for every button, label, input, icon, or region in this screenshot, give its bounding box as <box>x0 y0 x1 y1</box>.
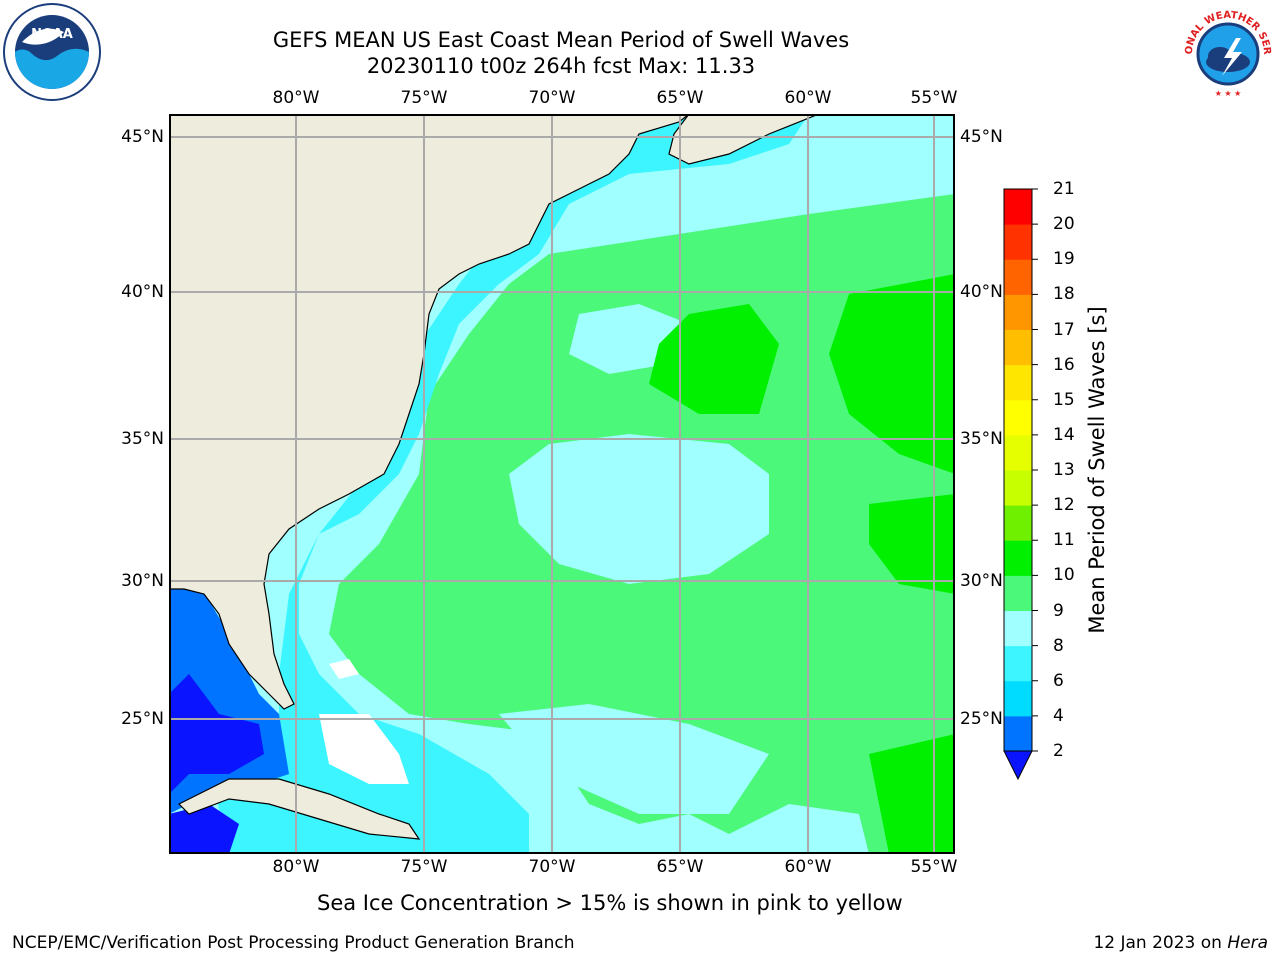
colorbar-tick-label: 14 <box>1053 424 1075 445</box>
colorbar-segment <box>1004 575 1032 611</box>
map-title: GEFS MEAN US East Coast Mean Period of S… <box>272 28 850 52</box>
lat-label-right: 35°N <box>960 429 1003 449</box>
colorbar-tick-label: 15 <box>1053 389 1075 410</box>
colorbar <box>1003 188 1038 781</box>
lon-label-bottom: 70°W <box>528 857 576 877</box>
lat-label-right: 40°N <box>960 282 1003 302</box>
colorbar-segment <box>1004 259 1032 295</box>
swell-region-under-2s <box>169 804 239 854</box>
map-gridlines <box>169 114 955 854</box>
colorbar-segment <box>1004 470 1032 506</box>
lat-label-right: 45°N <box>960 127 1003 147</box>
colorbar-underflow-triangle <box>1003 750 1033 781</box>
lat-label-left: 25°N <box>121 709 164 729</box>
colorbar-segment <box>1004 505 1032 541</box>
noaa-logo: NOAA <box>3 3 101 101</box>
swell-period-map <box>169 114 955 854</box>
lon-label-bottom: 60°W <box>784 857 832 877</box>
colorbar-segment <box>1004 610 1032 647</box>
colorbar-segment <box>1004 294 1032 330</box>
colorbar-tick-label: 21 <box>1053 179 1075 199</box>
lat-label-left: 40°N <box>121 282 164 302</box>
bahamas-bank <box>319 714 409 784</box>
lon-label-top: 65°W <box>656 88 704 108</box>
colorbar-tick-label: 9 <box>1053 600 1064 621</box>
lon-label-bottom: 80°W <box>272 857 320 877</box>
lat-label-left: 45°N <box>121 127 164 147</box>
colorbar-tick-label: 13 <box>1053 460 1075 480</box>
colorbar-segment <box>1004 715 1032 752</box>
colorbar-tick-label: 6 <box>1053 670 1064 691</box>
land-north-america <box>169 114 690 710</box>
colorbar-segment <box>1004 329 1032 366</box>
date-text: 12 Jan 2023 on <box>1093 933 1228 953</box>
map-frame <box>169 114 955 854</box>
lon-label-bottom: 65°W <box>656 857 704 877</box>
colorbar-segment <box>1004 645 1032 682</box>
lon-label-top: 60°W <box>784 88 832 108</box>
sea-ice-footnote: Sea Ice Concentration > 15% is shown in … <box>317 891 903 915</box>
lon-label-top: 70°W <box>528 88 576 108</box>
colorbar-tick-label: 8 <box>1053 635 1064 656</box>
colorbar-segment <box>1004 680 1032 717</box>
colorbar-segment <box>1004 399 1032 436</box>
colorbar-tick-label: 11 <box>1053 530 1075 551</box>
colorbar-tick-label: 19 <box>1053 249 1075 270</box>
generation-date: 12 Jan 2023 on Hera <box>1093 933 1268 953</box>
colorbar-segment <box>1004 434 1032 471</box>
colorbar-tick-label: 2 <box>1053 741 1064 761</box>
svg-text:★ ★ ★: ★ ★ ★ <box>1215 89 1242 98</box>
lat-label-right: 25°N <box>960 709 1003 729</box>
lon-label-bottom: 75°W <box>400 857 448 877</box>
colorbar-tick-label: 16 <box>1053 354 1075 375</box>
colorbar-segment <box>1004 364 1032 401</box>
lat-label-right: 30°N <box>960 571 1003 591</box>
lat-label-left: 35°N <box>121 429 164 449</box>
colorbar-segment <box>1004 224 1032 260</box>
bahamas-bank <box>329 659 359 679</box>
colorbar-tick-label: 18 <box>1053 284 1075 305</box>
machine-name: Hera <box>1227 933 1268 953</box>
colorbar-tick-label: 17 <box>1053 319 1075 340</box>
nws-logo: NATIONAL WEATHER SERVICE ★ ★ ★ <box>1178 2 1276 100</box>
lon-label-top: 75°W <box>400 88 448 108</box>
swell-region-6-8s <box>279 114 809 854</box>
swell-region-under-2s <box>169 674 264 794</box>
svg-text:NOAA: NOAA <box>31 27 73 42</box>
colorbar-tick-label: 20 <box>1053 214 1075 235</box>
swell-region-8-9s <box>509 434 769 584</box>
swell-region-10-11s <box>829 274 955 474</box>
swell-region-8-9s <box>499 704 769 814</box>
land-cuba <box>177 778 421 840</box>
lon-label-bottom: 55°W <box>910 857 958 877</box>
colorbar-tick-label: 10 <box>1053 565 1075 586</box>
colorbar-tick-label: 12 <box>1053 495 1075 516</box>
forecast-subtitle: 20230110 t00z 264h fcst Max: 11.33 <box>366 54 756 78</box>
colorbar-segment <box>1004 189 1032 225</box>
lon-label-top: 55°W <box>910 88 958 108</box>
lat-label-left: 30°N <box>121 571 164 591</box>
producer-credit: NCEP/EMC/Verification Post Processing Pr… <box>12 933 575 953</box>
lon-label-top: 80°W <box>272 88 320 108</box>
colorbar-title: Mean Period of Swell Waves [s] <box>1085 306 1109 634</box>
colorbar-segment <box>1004 540 1032 576</box>
swell-region-10-11s <box>649 304 779 414</box>
colorbar-tick-label: 4 <box>1053 705 1064 726</box>
